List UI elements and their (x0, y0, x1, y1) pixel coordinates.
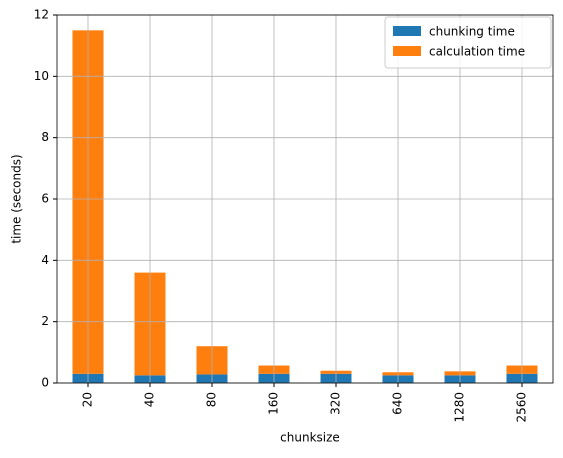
legend-swatch (393, 26, 421, 36)
x-tick-label: 640 (391, 392, 405, 415)
legend-box (384, 16, 552, 69)
y-tick-label: 8 (41, 130, 49, 144)
x-tick-label: 320 (329, 392, 343, 415)
y-axis-label: time (seconds) (10, 154, 24, 243)
x-tick-label: 1280 (453, 392, 467, 423)
y-tick-label: 12 (34, 8, 49, 22)
x-tick-label: 40 (143, 392, 157, 407)
y-tick-label: 4 (41, 253, 49, 267)
y-tick-label: 2 (41, 314, 49, 328)
y-tick-label: 6 (41, 192, 49, 206)
plot-frame (56, 14, 554, 384)
y-tick-label: 0 (41, 376, 49, 390)
legend-label: chunking time (429, 25, 515, 39)
x-tick-label: 80 (205, 392, 219, 407)
x-tick-label: 2560 (515, 392, 529, 423)
x-axis-label: chunksize (280, 431, 340, 445)
x-tick-label: 160 (267, 392, 281, 415)
x-tick-label: 20 (81, 392, 95, 407)
legend-label: calculation time (429, 45, 525, 59)
legend-swatch (393, 46, 421, 56)
y-tick-label: 10 (34, 69, 49, 83)
